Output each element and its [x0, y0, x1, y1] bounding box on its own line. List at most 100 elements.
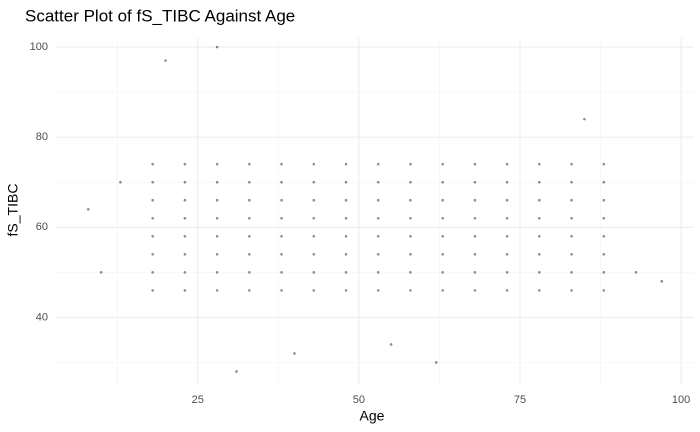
point	[505, 234, 509, 238]
point	[248, 253, 251, 256]
point	[441, 253, 444, 256]
point	[376, 234, 380, 238]
point	[570, 234, 573, 238]
point	[151, 234, 154, 238]
point	[538, 198, 541, 202]
point	[376, 289, 380, 292]
x-tick-label: 100	[672, 394, 690, 406]
point	[570, 271, 573, 274]
point	[312, 271, 316, 274]
point	[473, 216, 477, 220]
point	[441, 198, 444, 202]
point	[280, 234, 283, 238]
point	[312, 234, 316, 238]
x-axis-label: Age	[360, 408, 385, 424]
point	[505, 180, 509, 184]
point	[215, 162, 219, 166]
point	[441, 216, 444, 220]
point	[151, 198, 154, 202]
point	[376, 253, 380, 256]
point	[505, 271, 509, 274]
point	[473, 162, 477, 166]
point	[215, 253, 219, 256]
point	[473, 253, 477, 256]
point	[215, 198, 219, 202]
point	[538, 253, 541, 256]
point	[634, 271, 638, 274]
y-axis-label: fS_TIBC	[5, 184, 21, 237]
point	[312, 162, 316, 166]
point	[215, 234, 219, 238]
point	[409, 271, 412, 274]
point	[505, 253, 509, 256]
point	[344, 162, 348, 166]
point	[215, 180, 219, 184]
point	[151, 162, 154, 166]
point	[183, 180, 187, 184]
y-tick-label: 60	[36, 221, 48, 233]
point	[538, 162, 541, 166]
point	[602, 234, 606, 238]
point	[280, 216, 283, 220]
point	[473, 234, 477, 238]
point	[473, 289, 477, 292]
point	[151, 271, 154, 274]
point	[344, 216, 348, 220]
point	[538, 234, 541, 238]
point	[248, 271, 251, 274]
point	[660, 280, 664, 283]
point	[183, 253, 187, 256]
point	[183, 271, 187, 274]
point	[215, 271, 219, 274]
point	[248, 234, 251, 238]
point	[473, 198, 477, 202]
point	[215, 45, 219, 49]
point	[183, 234, 187, 238]
point	[538, 289, 541, 292]
point	[441, 271, 444, 274]
point	[505, 162, 509, 166]
point	[183, 162, 187, 166]
point	[602, 198, 606, 202]
point	[376, 180, 380, 184]
point	[376, 162, 380, 166]
point	[248, 216, 251, 220]
point	[183, 198, 187, 202]
point	[409, 162, 412, 166]
point	[583, 117, 586, 121]
point	[344, 253, 348, 256]
point	[570, 253, 573, 256]
point	[409, 216, 412, 220]
point	[602, 180, 606, 184]
point	[441, 289, 444, 292]
point	[538, 216, 541, 220]
point	[280, 253, 283, 256]
point	[312, 289, 316, 292]
point	[538, 180, 541, 184]
point	[505, 289, 509, 292]
point	[312, 253, 316, 256]
point	[441, 180, 444, 184]
point	[376, 271, 380, 274]
point	[344, 271, 348, 274]
point	[151, 180, 154, 184]
x-tick-label: 25	[192, 394, 204, 406]
point	[409, 253, 412, 256]
point	[473, 180, 477, 184]
point	[409, 289, 412, 292]
point	[376, 198, 380, 202]
point	[344, 234, 348, 238]
x-tick-label: 75	[514, 394, 526, 406]
point	[602, 216, 606, 220]
point	[86, 207, 90, 211]
point	[183, 289, 187, 292]
chart-title: Scatter Plot of fS_TIBC Against Age	[25, 6, 295, 25]
point	[441, 234, 444, 238]
point	[215, 216, 219, 220]
point	[602, 162, 606, 166]
point	[570, 198, 573, 202]
point	[389, 343, 393, 346]
point	[312, 180, 316, 184]
